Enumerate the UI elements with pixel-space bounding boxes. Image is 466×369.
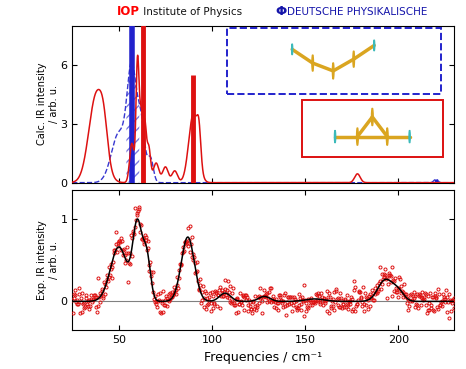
Circle shape	[292, 44, 293, 55]
Text: Φ: Φ	[275, 6, 287, 18]
Y-axis label: Calc. IR intensity
/ arb. u.: Calc. IR intensity / arb. u.	[37, 63, 59, 145]
Y-axis label: Exp. IR intensity
/ arb. u.: Exp. IR intensity / arb. u.	[37, 220, 59, 300]
Bar	[302, 100, 443, 157]
Text: Institute of Physics: Institute of Physics	[140, 7, 242, 17]
Circle shape	[335, 130, 336, 143]
Circle shape	[353, 51, 355, 68]
Circle shape	[371, 108, 373, 126]
Circle shape	[312, 55, 314, 71]
Circle shape	[386, 128, 388, 145]
Text: DEUTSCHE PHYSIKALISCHE: DEUTSCHE PHYSIKALISCHE	[287, 7, 427, 17]
Text: IOP: IOP	[117, 6, 140, 18]
Circle shape	[332, 63, 334, 79]
X-axis label: Frequencies / cm⁻¹: Frequencies / cm⁻¹	[204, 351, 322, 364]
Circle shape	[409, 130, 410, 143]
Circle shape	[356, 128, 358, 145]
Circle shape	[374, 40, 375, 51]
Bar	[227, 28, 441, 94]
